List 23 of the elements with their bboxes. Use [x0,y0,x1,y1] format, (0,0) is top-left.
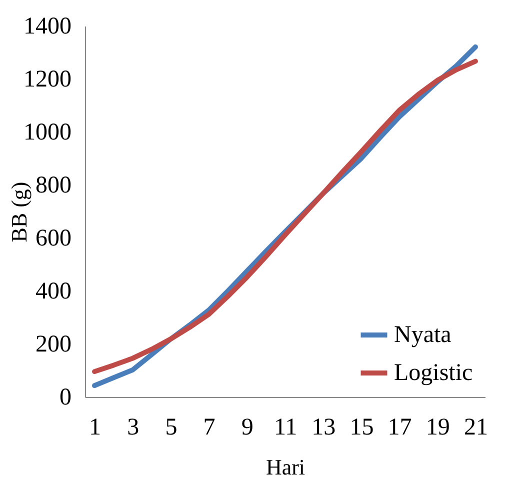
x-tick-label: 9 [241,414,254,440]
x-tick-label: 5 [165,414,178,440]
x-axis-title: Hari [266,454,306,480]
x-tick-label: 21 [464,414,488,440]
x-tick-label: 3 [127,414,140,440]
legend-label: Logistic [394,360,473,386]
x-tick-label: 1 [89,414,102,440]
y-tick-label: 1400 [24,14,72,40]
y-tick-label: 400 [36,278,72,304]
y-tick-label: 1200 [24,66,72,92]
y-tick-label: 1000 [24,120,72,146]
x-tick-label: 13 [312,414,336,440]
y-tick-label: 800 [36,172,72,198]
x-tick-label: 17 [388,414,412,440]
legend-label: Nyata [394,322,452,348]
y-tick-label: 600 [36,226,72,252]
x-tick-label: 19 [426,414,450,440]
x-tick-label: 7 [203,414,216,440]
x-tick-label: 11 [274,414,298,440]
y-tick-label: 0 [60,384,72,410]
y-axis-title: BB (g) [6,182,32,242]
x-tick-label: 15 [350,414,374,440]
y-tick-label: 200 [36,332,72,358]
